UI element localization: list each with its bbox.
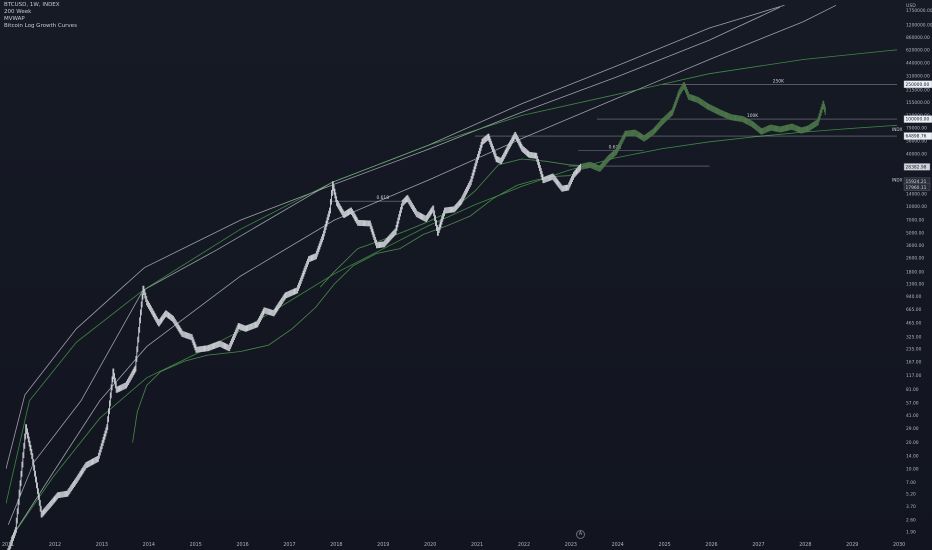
y-tick: 117.00 xyxy=(906,373,922,379)
y-tick: 1200000.00 xyxy=(906,22,932,28)
y-tick: 7000.00 xyxy=(906,218,924,224)
right-marker-0: INDX xyxy=(892,127,903,132)
price-tag-0: 28382.98 xyxy=(906,165,927,171)
y-axis-currency: USD xyxy=(906,3,916,9)
y-tick: 41.00 xyxy=(906,413,919,419)
y-tick: 1300.00 xyxy=(906,282,924,288)
x-tick-2016: 2016 xyxy=(236,542,248,548)
level-label-3: 0.618 xyxy=(609,144,622,150)
growth-curve-green_1 xyxy=(6,49,897,504)
auto-scale-button[interactable]: A xyxy=(576,530,585,539)
x-tick-2024: 2024 xyxy=(612,542,624,548)
y-tick: 620000.00 xyxy=(906,47,930,53)
x-tick-2026: 2026 xyxy=(705,542,717,548)
y-tick: 79000.00 xyxy=(906,126,927,132)
level-axis-tag-bg-1 xyxy=(903,115,932,123)
x-tick-2018: 2018 xyxy=(330,542,342,548)
y-tick: 325.00 xyxy=(906,334,922,340)
legend-mvwap[interactable]: MVWAP xyxy=(4,16,25,22)
y-tick: 5.20 xyxy=(906,491,916,497)
y-tick: 167.00 xyxy=(906,360,922,366)
legend-log-growth-curves[interactable]: Bitcoin Log Growth Curves xyxy=(4,23,77,29)
x-tick-2025: 2025 xyxy=(659,542,671,548)
y-tick: 7.00 xyxy=(906,480,916,486)
growth-curve-green_2 xyxy=(10,124,897,538)
x-tick-2030: 2030 xyxy=(893,542,905,548)
y-tick: 10000.00 xyxy=(906,204,927,210)
y-tick: 940.00 xyxy=(906,294,922,300)
growth-curve-white_1 xyxy=(6,6,780,469)
level-axis-tag-bg-0 xyxy=(903,80,932,88)
y-tick: 1750000.00 xyxy=(906,8,932,14)
y-tick: 215000.00 xyxy=(906,88,930,94)
legend-symbol[interactable]: BTCUSD, 1W, INDEX xyxy=(4,2,60,8)
y-tick: 20.00 xyxy=(906,440,919,446)
y-tick: 40000.00 xyxy=(906,151,927,157)
level-axis-tag-1: 100000.00 xyxy=(906,117,930,123)
y-tick: 14.00 xyxy=(906,454,919,460)
y-tick: 3600.00 xyxy=(906,243,924,249)
x-tick-2027: 2027 xyxy=(752,542,764,548)
price-tag-1: 15924.21 xyxy=(906,179,927,185)
x-tick-2023: 2023 xyxy=(565,542,577,548)
x-tick-2011: 2011 xyxy=(2,542,14,548)
x-tick-2021: 2021 xyxy=(471,542,483,548)
y-tick: 235.00 xyxy=(906,347,922,353)
level-label-5: 0.618 xyxy=(376,195,389,201)
y-tick: 860000.00 xyxy=(906,35,930,41)
y-tick: 1800.00 xyxy=(906,269,924,275)
y-tick: 29.00 xyxy=(906,426,919,432)
y-tick: 440000.00 xyxy=(906,60,930,66)
y-tick: 310000.00 xyxy=(906,74,930,80)
x-tick-2028: 2028 xyxy=(799,542,811,548)
x-tick-2015: 2015 xyxy=(190,542,202,548)
level-axis-tag-2: 64898.76 xyxy=(906,134,927,140)
y-tick: 1.90 xyxy=(906,530,916,536)
level-axis-tag-bg-2 xyxy=(903,132,932,140)
y-tick: 3.70 xyxy=(906,504,916,510)
x-tick-2012: 2012 xyxy=(49,542,61,548)
y-tick: 56000.00 xyxy=(906,139,927,145)
x-tick-2017: 2017 xyxy=(283,542,295,548)
y-tick: 57.00 xyxy=(906,400,919,406)
x-tick-2019: 2019 xyxy=(377,542,389,548)
y-tick: 5000.00 xyxy=(906,230,924,236)
legend-200-week[interactable]: 200 Week xyxy=(4,9,32,15)
x-tick-2013: 2013 xyxy=(96,542,108,548)
y-tick: 2600.00 xyxy=(906,255,924,261)
price-tag-bg-0 xyxy=(903,163,931,171)
x-tick-2014: 2014 xyxy=(143,542,155,548)
y-tick: 14000.00 xyxy=(906,191,927,197)
price-tag-2: 17960.11 xyxy=(906,185,927,191)
chart-legend: BTCUSD, 1W, INDEX 200 Week MVWAP Bitcoin… xyxy=(4,2,77,30)
y-tick: 665.00 xyxy=(906,307,922,313)
level-label-1: 100K xyxy=(747,113,758,119)
x-tick-2029: 2029 xyxy=(846,542,858,548)
level-label-0: 250K xyxy=(773,78,784,84)
y-tick: 2.60 xyxy=(906,518,916,524)
right-marker-1: INDX xyxy=(892,177,903,182)
y-tick: 465.00 xyxy=(906,321,922,327)
series-200-week xyxy=(132,171,581,443)
level-axis-tag-0: 250000.00 xyxy=(906,82,930,88)
price-tag-bg-2 xyxy=(903,183,931,191)
y-tick: 155000.00 xyxy=(906,100,930,106)
series-mvwap xyxy=(319,158,581,288)
y-tick: 81.00 xyxy=(906,387,919,393)
y-tick: 10.00 xyxy=(906,466,919,472)
x-tick-2022: 2022 xyxy=(518,542,530,548)
growth-curve-white_3 xyxy=(10,4,837,538)
x-tick-2020: 2020 xyxy=(424,542,436,548)
